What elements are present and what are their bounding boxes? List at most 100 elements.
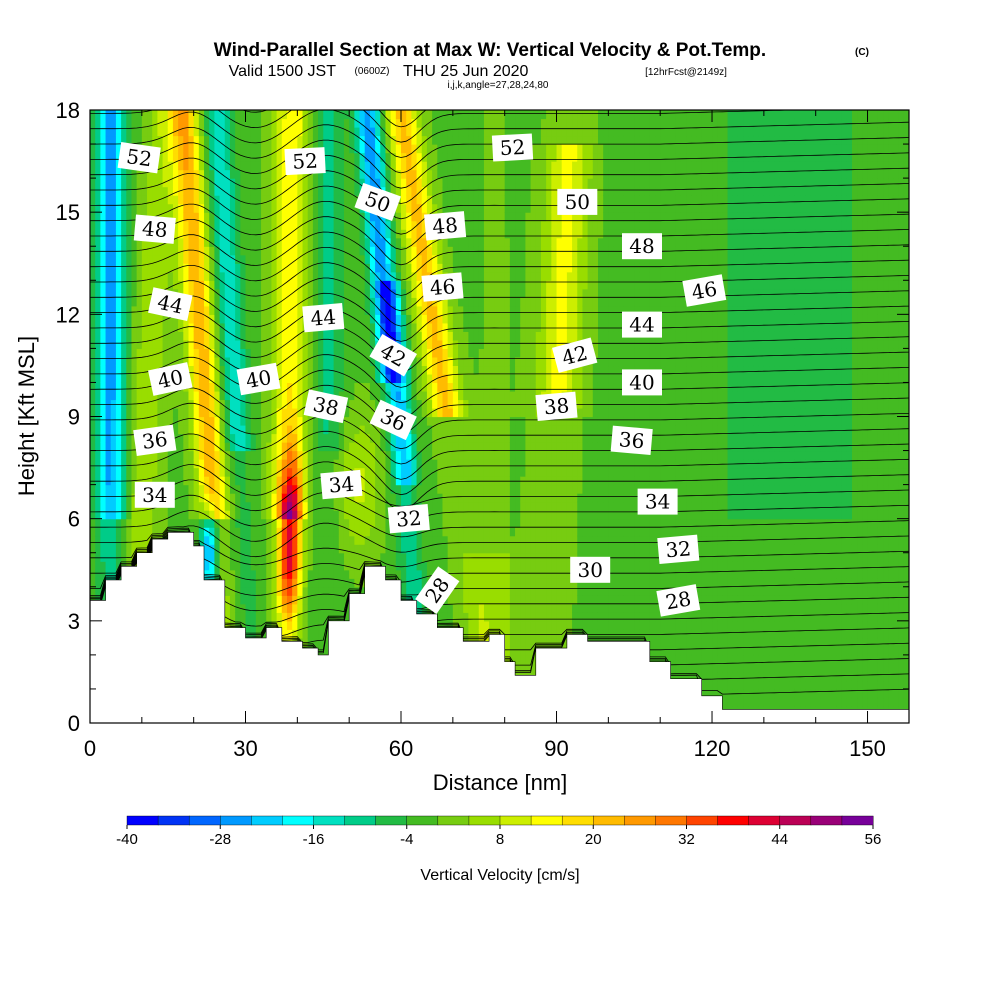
velocity-cell	[121, 305, 127, 315]
velocity-cell	[224, 356, 231, 367]
velocity-cell	[369, 152, 376, 162]
velocity-cell	[390, 186, 397, 196]
velocity-cell	[323, 467, 330, 477]
velocity-cell	[442, 331, 449, 341]
velocity-cell	[302, 373, 309, 384]
velocity-cell	[229, 118, 236, 128]
velocity-cell	[323, 229, 330, 239]
velocity-cell	[90, 356, 96, 367]
velocity-cell	[204, 314, 210, 324]
velocity-cell	[261, 450, 267, 460]
velocity-cell	[307, 501, 314, 511]
velocity-cell	[281, 152, 288, 162]
velocity-cell	[395, 399, 402, 409]
velocity-cell	[235, 544, 241, 554]
velocity-cell	[198, 152, 205, 162]
velocity-cell	[343, 407, 350, 418]
velocity-cell	[271, 518, 278, 528]
velocity-cell	[390, 220, 397, 230]
velocity-cell	[193, 118, 200, 128]
velocity-cell	[442, 612, 449, 622]
velocity-cell	[406, 314, 412, 324]
velocity-cell	[115, 271, 122, 281]
velocity-cell	[286, 297, 293, 307]
velocity-cell	[416, 110, 423, 120]
velocity-cell	[432, 552, 438, 562]
velocity-cell	[385, 382, 392, 392]
velocity-cell	[375, 467, 381, 477]
velocity-cell	[90, 518, 96, 528]
velocity-cell	[369, 263, 376, 273]
velocity-cell	[406, 586, 412, 596]
velocity-cell	[281, 110, 288, 120]
velocity-cell	[261, 416, 267, 426]
velocity-cell	[183, 416, 190, 426]
velocity-cell	[157, 246, 164, 256]
velocity-cell	[437, 348, 444, 358]
velocity-cell	[281, 535, 288, 545]
velocity-cell	[390, 288, 397, 298]
velocity-cell	[292, 399, 298, 409]
velocity-cell	[411, 110, 418, 120]
velocity-cell	[90, 459, 96, 469]
velocity-cell	[343, 229, 350, 239]
velocity-cell	[416, 212, 423, 222]
velocity-cell	[224, 220, 231, 230]
velocity-cell	[188, 459, 195, 469]
velocity-cell	[255, 254, 262, 264]
velocity-cell	[364, 365, 371, 375]
velocity-cell	[349, 365, 355, 375]
velocity-cell	[152, 169, 158, 179]
velocity-cell	[105, 442, 112, 452]
velocity-cell	[395, 433, 402, 443]
velocity-cell	[364, 518, 371, 528]
velocity-cell	[426, 365, 433, 375]
velocity-cell	[380, 127, 387, 137]
velocity-cell	[115, 152, 122, 162]
velocity-cell	[219, 297, 226, 307]
velocity-cell	[250, 212, 257, 222]
velocity-cell	[281, 603, 288, 613]
velocity-cell	[193, 425, 200, 435]
velocity-cell	[162, 195, 169, 205]
velocity-cell	[437, 527, 444, 537]
velocity-cell	[219, 348, 226, 358]
velocity-cell	[214, 510, 221, 520]
velocity-cell	[421, 297, 428, 307]
velocity-cell	[426, 425, 433, 435]
velocity-cell	[136, 365, 143, 375]
velocity-cell	[401, 450, 407, 460]
velocity-cell	[100, 212, 107, 222]
velocity-cell	[209, 110, 215, 120]
velocity-cell	[318, 535, 324, 545]
velocity-cell	[328, 152, 335, 162]
velocity-cell	[209, 399, 215, 409]
velocity-cell	[359, 322, 366, 332]
velocity-cell	[131, 348, 138, 358]
velocity-cell	[442, 144, 449, 154]
velocity-cell	[421, 169, 428, 179]
velocity-cell	[281, 322, 288, 332]
velocity-cell	[224, 229, 231, 239]
velocity-cell	[110, 425, 117, 435]
velocity-cell	[105, 407, 112, 418]
velocity-cell	[432, 459, 438, 469]
velocity-cell	[271, 552, 278, 562]
velocity-cell	[105, 552, 112, 562]
velocity-cell	[281, 467, 288, 477]
velocity-cell	[286, 612, 293, 622]
velocity-cell	[292, 552, 298, 562]
velocity-cell	[105, 476, 112, 486]
velocity-cell	[105, 118, 112, 128]
velocity-cell	[229, 144, 236, 154]
velocity-cell	[349, 288, 355, 298]
velocity-cell	[214, 561, 221, 571]
velocity-cell	[240, 118, 247, 128]
velocity-cell	[338, 390, 345, 401]
velocity-cell	[312, 637, 319, 647]
velocity-cell	[292, 263, 298, 273]
velocity-cell	[235, 535, 241, 545]
velocity-cell	[380, 237, 387, 247]
velocity-cell	[442, 161, 449, 171]
velocity-cell	[426, 322, 433, 332]
